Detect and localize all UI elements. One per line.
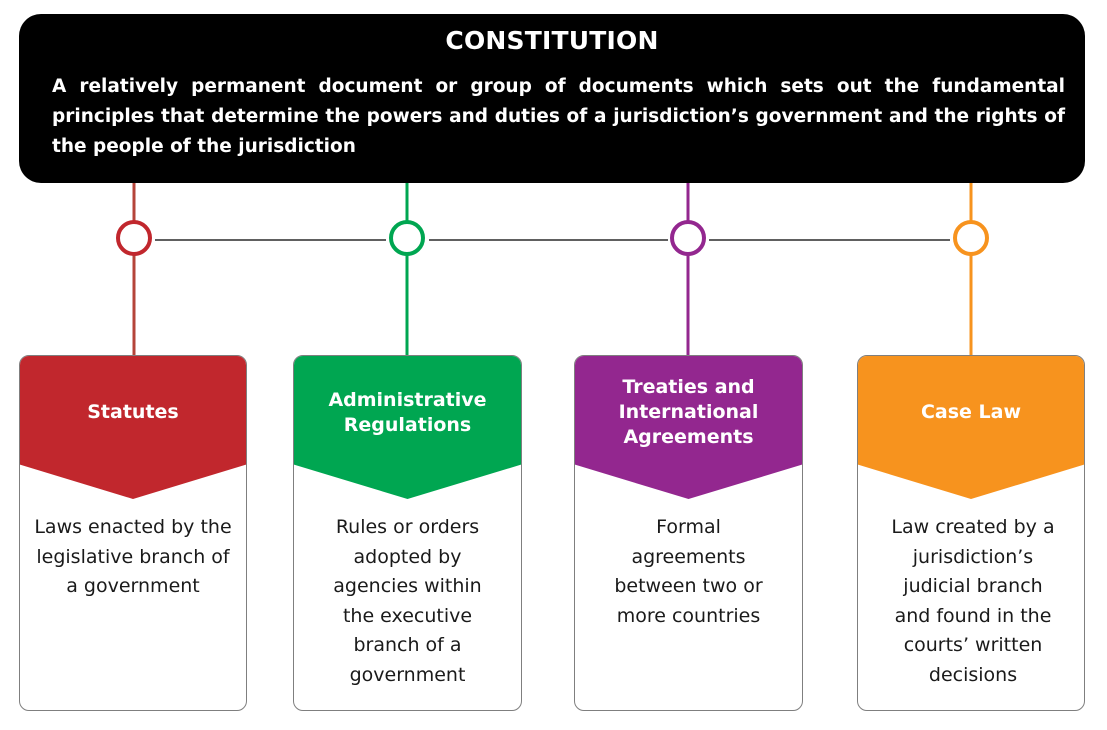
card-statutes: Statutes Laws enacted by the legislative… [19, 355, 247, 711]
card-regulations-body: Rules or orders adopted by agencies with… [333, 516, 482, 686]
caselaw-node-circle [953, 220, 989, 256]
card-caselaw-title: Case Law [920, 401, 1022, 423]
card-caselaw-body: Law created by a jurisdiction’s judicial… [891, 516, 1055, 686]
card-treaties-body: Formal agreements between two or more co… [614, 516, 763, 627]
card-statutes-header: Statutes [20, 356, 246, 499]
card-caselaw-header: Case Law [858, 356, 1084, 499]
regulations-node-circle [389, 220, 425, 256]
card-administrative-regulations: Administrative Regulations Rules or orde… [293, 355, 522, 711]
constitution-box: CONSTITUTION A relatively permanent docu… [19, 14, 1085, 183]
card-treaties-title: Treaties and International Agreements [618, 376, 759, 448]
card-case-law: Case Law Law created by a jurisdiction’s… [857, 355, 1085, 711]
statutes-node-circle [116, 220, 152, 256]
constitution-description: A relatively permanent document or group… [52, 76, 1065, 157]
card-statutes-title: Statutes [87, 401, 179, 423]
constitution-title: CONSTITUTION [445, 26, 659, 55]
card-treaties-header: Treaties and International Agreements [575, 356, 802, 499]
card-statutes-body: Laws enacted by the legislative branch o… [34, 516, 232, 597]
card-treaties: Treaties and International Agreements Fo… [574, 355, 803, 711]
treaties-node-circle [670, 220, 706, 256]
card-regulations-header: Administrative Regulations [294, 356, 521, 499]
card-regulations-title: Administrative Regulations [328, 388, 487, 436]
